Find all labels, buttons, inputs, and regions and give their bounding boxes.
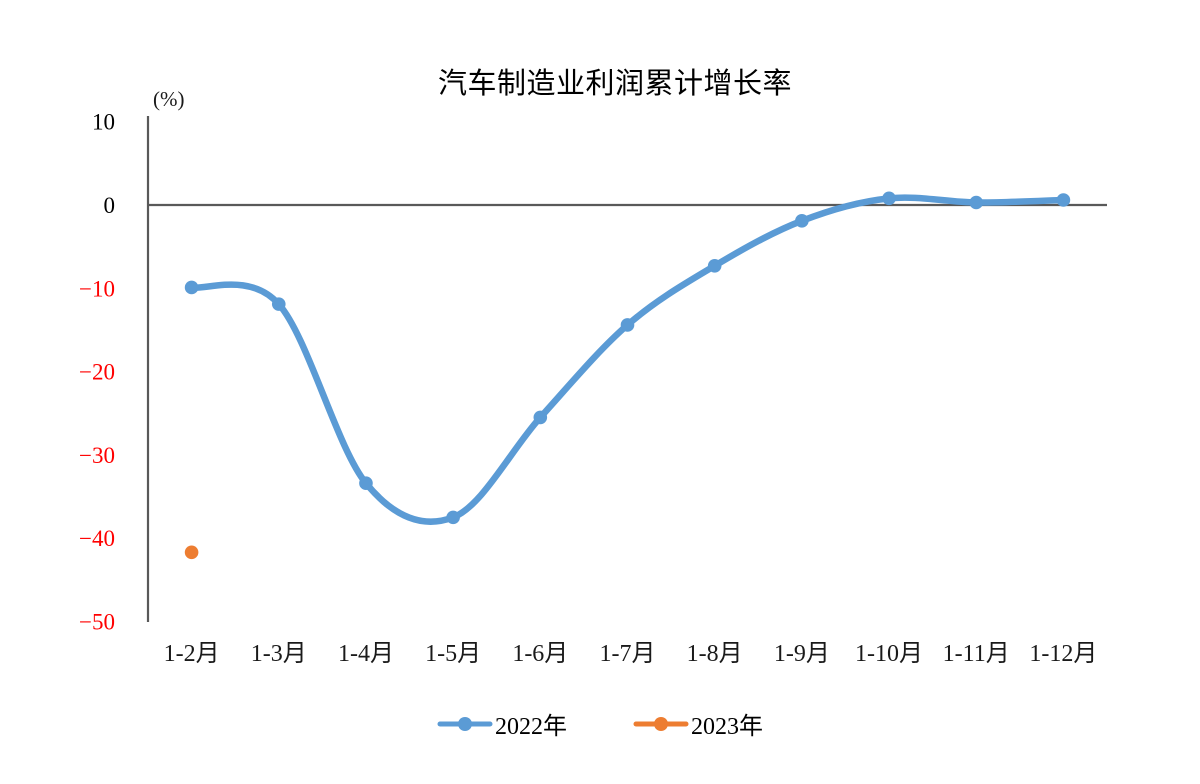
x-category-label: 1-2月 [164,641,220,667]
data-point-2022年 [533,410,548,425]
data-point-2022年 [359,476,373,491]
x-category-label: 1-7月 [600,641,656,667]
legend: 2022年 2023年 [0,706,1200,741]
x-category-label: 1-4月 [338,641,394,667]
x-category-label: 1-3月 [251,641,307,667]
x-category-label: 1-9月 [774,641,830,667]
x-category-label: 1-6月 [512,641,568,667]
data-point-2022年 [882,191,896,206]
data-point-2023年 [184,545,199,560]
data-point-2022年 [795,214,809,228]
y-tick-label: 10 [92,110,115,135]
x-category-label: 1-11月 [943,641,1010,667]
data-point-2022年 [184,280,199,295]
y-tick-label: −50 [79,610,115,635]
legend-marker-2023-icon [633,716,689,731]
series-line-2022年 [188,194,1067,525]
data-point-2022年 [707,259,722,273]
legend-item-2022: 2022年 [437,706,567,741]
data-point-2022年 [969,195,984,210]
y-tick-label: −40 [79,526,115,551]
legend-marker-2022-icon [437,716,493,731]
legend-item-2023: 2023年 [633,706,763,741]
x-category-label: 1-5月 [425,641,481,667]
y-tick-label: 0 [104,193,116,218]
data-point-2022年 [1056,193,1071,207]
x-category-label: 1-8月 [687,641,743,667]
y-tick-label: −30 [79,443,115,468]
data-point-2022年 [271,297,286,311]
data-point-2022年 [446,510,460,525]
y-tick-label: −20 [79,360,115,385]
chart-title: 汽车制造业利润累计增长率 [437,68,792,100]
data-point-2022年 [620,318,635,332]
legend-label-2022: 2022年 [495,714,567,740]
x-category-label: 1-12月 [1029,641,1097,667]
legend-label-2023: 2023年 [691,714,763,740]
y-tick-label: −10 [79,276,115,301]
x-category-label: 1-10月 [855,641,923,667]
y-axis-unit-label: (%) [153,87,185,111]
